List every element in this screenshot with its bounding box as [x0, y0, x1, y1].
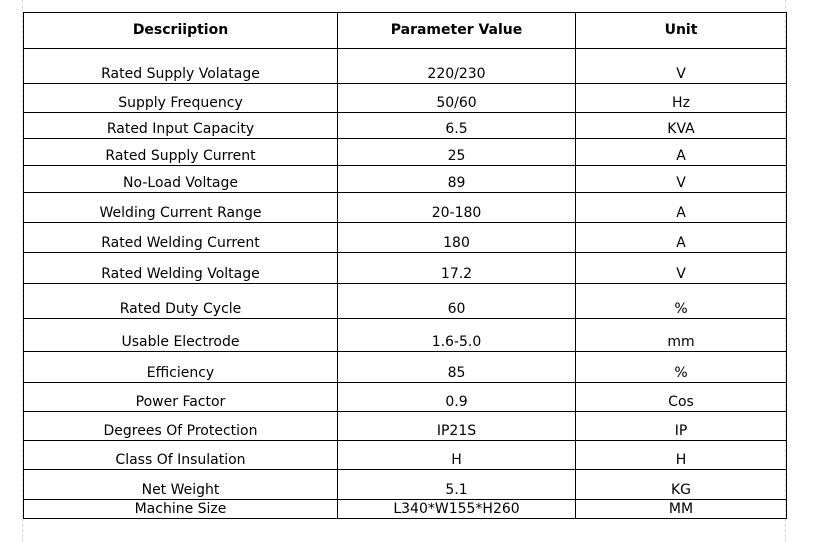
table-row: Rated Input Capacity 6.5 KVA [23, 112, 787, 139]
cell-description[interactable]: Degrees Of Protection [23, 411, 338, 441]
cell-description[interactable]: Rated Duty Cycle [23, 283, 338, 319]
cell-description[interactable]: No-Load Voltage [23, 165, 338, 193]
cell-value[interactable]: 1.6-5.0 [337, 318, 576, 352]
table-row: Power Factor 0.9 Cos [23, 382, 787, 412]
table-row: Supply Frequency 50/60 Hz [23, 83, 787, 113]
cell-unit[interactable]: V [575, 252, 787, 284]
cell-value[interactable]: IP21S [337, 411, 576, 441]
table-row: Rated Welding Voltage 17.2 V [23, 252, 787, 284]
cell-unit[interactable]: A [575, 222, 787, 253]
cell-description[interactable]: Machine Size [23, 499, 338, 519]
table-row: Welding Current Range 20-180 A [23, 192, 787, 223]
cell-description[interactable]: Rated Welding Voltage [23, 252, 338, 284]
header-parameter-value[interactable]: Parameter Value [337, 12, 576, 49]
cell-unit[interactable]: mm [575, 318, 787, 352]
header-row: Descriiption Parameter Value Unit [23, 12, 787, 49]
cell-value[interactable]: 89 [337, 165, 576, 193]
cell-description[interactable]: Net Weight [23, 469, 338, 500]
cell-description[interactable]: Power Factor [23, 382, 338, 412]
cell-unit[interactable]: % [575, 351, 787, 383]
cell-description[interactable]: Class Of Insulation [23, 440, 338, 470]
cell-value[interactable]: 17.2 [337, 252, 576, 284]
table-row: Class Of Insulation H H [23, 440, 787, 470]
cell-value[interactable]: 60 [337, 283, 576, 319]
table-row: Rated Welding Current 180 A [23, 222, 787, 253]
cell-value[interactable]: 50/60 [337, 83, 576, 113]
cell-unit[interactable]: A [575, 138, 787, 166]
cell-unit[interactable]: A [575, 192, 787, 223]
cell-value[interactable]: H [337, 440, 576, 470]
cell-unit[interactable]: IP [575, 411, 787, 441]
table-row: Rated Supply Current 25 A [23, 138, 787, 166]
cell-unit[interactable]: % [575, 283, 787, 319]
cell-value[interactable]: 25 [337, 138, 576, 166]
sheet-gridline-left [22, 0, 23, 542]
cell-description[interactable]: Supply Frequency [23, 83, 338, 113]
cell-unit[interactable]: Cos [575, 382, 787, 412]
cell-description[interactable]: Rated Input Capacity [23, 112, 338, 139]
cell-value[interactable]: 0.9 [337, 382, 576, 412]
table-row: Efficiency 85 % [23, 351, 787, 383]
cell-value[interactable]: 20-180 [337, 192, 576, 223]
cell-unit[interactable]: KG [575, 469, 787, 500]
cell-description[interactable]: Rated Supply Volatage [23, 48, 338, 84]
table-row: Machine Size L340*W155*H260 MM [23, 499, 787, 519]
cell-unit[interactable]: H [575, 440, 787, 470]
table-row: Rated Supply Volatage 220/230 V [23, 48, 787, 84]
cell-description[interactable]: Welding Current Range [23, 192, 338, 223]
cell-unit[interactable]: KVA [575, 112, 787, 139]
table-row: Net Weight 5.1 KG [23, 469, 787, 500]
cell-value[interactable]: 85 [337, 351, 576, 383]
table-row: Degrees Of Protection IP21S IP [23, 411, 787, 441]
table-row: Usable Electrode 1.6-5.0 mm [23, 318, 787, 352]
cell-unit[interactable]: MM [575, 499, 787, 519]
cell-description[interactable]: Efficiency [23, 351, 338, 383]
cell-unit[interactable]: Hz [575, 83, 787, 113]
cell-value[interactable]: L340*W155*H260 [337, 499, 576, 519]
cell-unit[interactable]: V [575, 165, 787, 193]
header-unit[interactable]: Unit [575, 12, 787, 49]
cell-value[interactable]: 220/230 [337, 48, 576, 84]
cell-description[interactable]: Usable Electrode [23, 318, 338, 352]
cell-value[interactable]: 180 [337, 222, 576, 253]
cell-value[interactable]: 6.5 [337, 112, 576, 139]
header-description[interactable]: Descriiption [23, 12, 338, 49]
cell-value[interactable]: 5.1 [337, 469, 576, 500]
cell-description[interactable]: Rated Welding Current [23, 222, 338, 253]
specification-table: Descriiption Parameter Value Unit Rated … [23, 12, 787, 519]
cell-description[interactable]: Rated Supply Current [23, 138, 338, 166]
table-row: No-Load Voltage 89 V [23, 165, 787, 193]
cell-unit[interactable]: V [575, 48, 787, 84]
table-row: Rated Duty Cycle 60 % [23, 283, 787, 319]
